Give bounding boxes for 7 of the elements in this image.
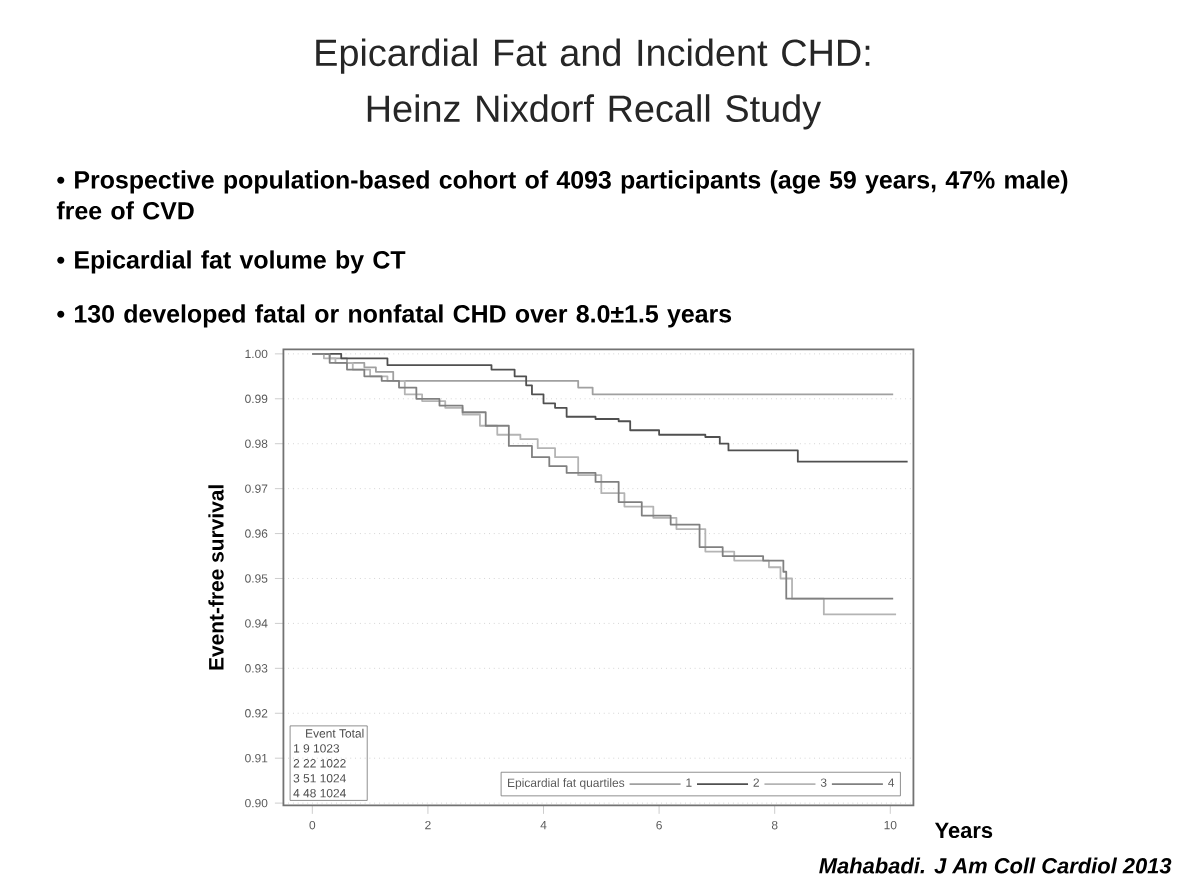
- chart-title: Epicardial Fat and Incident CHD: Heinz Nixdorf Recall Study: [316, 38, 870, 130]
- y-axis-title: Event-free survival: [208, 485, 224, 670]
- text: Mahabadi. J Am Coll Cardiol 2013: [819, 857, 1172, 874]
- text: • 130 developed fatal or nonfatal CHD over 8.0±1.5 years: [57, 304, 732, 328]
- text: • Epicardial fat volume by CT: [57, 250, 406, 274]
- x-axis-title: Years: [934, 822, 993, 839]
- text: • Prospective population-based cohort of 4093 participants (age 59 years, 47% male) free of CVD: [56, 170, 1068, 220]
